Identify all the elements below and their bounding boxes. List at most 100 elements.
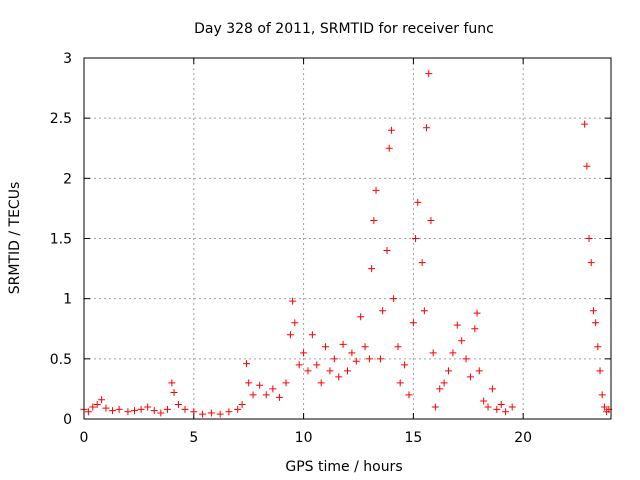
data-point <box>488 385 496 393</box>
data-point <box>412 235 420 242</box>
data-point <box>365 355 373 363</box>
x-tick-label: 5 <box>189 430 198 446</box>
data-point <box>429 349 437 357</box>
data-point <box>330 355 338 363</box>
data-point <box>401 361 409 369</box>
x-tick-label: 0 <box>80 430 89 446</box>
data-point <box>84 408 92 416</box>
data-point <box>453 321 461 329</box>
y-tick-label: 2 <box>63 171 72 187</box>
data-point <box>361 343 369 351</box>
data-point <box>594 343 602 351</box>
y-axis-label: SRMTID / TECUs <box>7 182 23 295</box>
data-point <box>493 405 501 413</box>
data-point <box>322 343 330 351</box>
data-point <box>466 373 474 381</box>
data-point <box>109 407 117 415</box>
y-tick-label: 2.5 <box>50 111 72 127</box>
y-tick-label: 3 <box>63 51 72 67</box>
x-tick-label: 15 <box>404 430 422 446</box>
data-point <box>326 367 334 375</box>
y-tick-label: 1 <box>63 292 72 308</box>
data-point <box>471 325 479 333</box>
data-point <box>484 403 492 411</box>
data-point <box>295 361 303 369</box>
data-point <box>150 407 158 415</box>
data-point <box>357 313 365 321</box>
data-point <box>339 340 347 348</box>
data-point <box>390 295 398 303</box>
data-point <box>445 367 453 375</box>
data-point <box>269 385 277 393</box>
data-point <box>286 331 294 339</box>
data-point <box>379 307 387 315</box>
data-point <box>427 216 435 224</box>
chart-title: Day 328 of 2011, SRMTID for receiver fun… <box>194 21 494 37</box>
data-point <box>409 319 417 327</box>
data-point <box>592 319 600 327</box>
data-point <box>137 405 145 413</box>
data-point <box>234 405 242 413</box>
data-point <box>238 401 246 409</box>
data-point <box>304 367 312 375</box>
data-point <box>313 361 321 369</box>
data-point <box>242 360 250 368</box>
data-point <box>583 162 591 170</box>
data-point <box>387 126 395 134</box>
data-point <box>216 410 224 418</box>
data-point <box>420 307 428 315</box>
data-point <box>157 409 165 417</box>
data-point <box>245 379 253 387</box>
data-point <box>497 401 505 409</box>
data-point <box>418 259 426 267</box>
data-point <box>376 355 384 363</box>
data-point <box>385 144 393 152</box>
data-point <box>98 396 106 404</box>
data-point <box>508 403 516 411</box>
data-point <box>335 373 343 381</box>
data-point <box>394 343 402 351</box>
data-point <box>405 391 413 399</box>
data-point <box>458 337 466 345</box>
data-point <box>600 403 608 411</box>
data-points <box>80 70 613 418</box>
data-point <box>480 397 488 405</box>
data-point <box>598 391 606 399</box>
data-point <box>93 401 101 409</box>
data-point <box>289 297 297 305</box>
data-point <box>348 349 356 357</box>
data-point <box>181 405 189 413</box>
data-point <box>440 379 448 387</box>
tick-labels: 0 5 10 15 20 0 0.5 1 1.5 2 2.5 3 <box>50 51 532 446</box>
data-point <box>436 385 444 393</box>
data-point <box>225 408 233 416</box>
data-point <box>207 409 215 417</box>
data-point <box>372 186 380 194</box>
data-point <box>174 401 182 409</box>
data-point <box>383 247 391 255</box>
y-tick-label: 0 <box>63 412 72 428</box>
data-point <box>344 367 351 375</box>
data-point <box>163 405 171 413</box>
data-point <box>115 405 123 413</box>
data-point <box>256 381 264 389</box>
data-point <box>587 259 595 267</box>
data-point <box>462 355 470 363</box>
data-point <box>262 391 270 399</box>
data-point <box>131 407 139 415</box>
data-point <box>425 70 433 78</box>
data-point <box>396 379 404 387</box>
data-point <box>414 198 422 206</box>
data-point <box>249 391 257 399</box>
plot-frame <box>83 57 612 420</box>
data-point <box>431 403 439 411</box>
data-point <box>190 408 198 416</box>
data-point <box>308 331 316 339</box>
data-point <box>581 120 589 128</box>
data-point <box>317 379 325 387</box>
data-point <box>282 379 290 387</box>
data-point <box>144 403 152 411</box>
data-point <box>275 393 283 401</box>
